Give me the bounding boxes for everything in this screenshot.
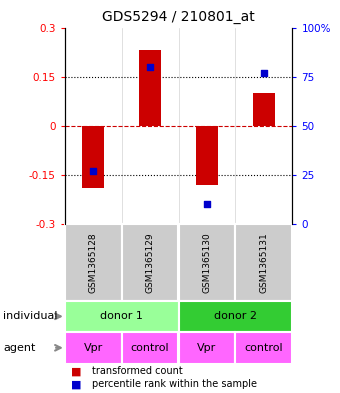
Bar [235,224,292,301]
Title: GDS5294 / 210801_at: GDS5294 / 210801_at [102,10,255,24]
Text: GSM1365130: GSM1365130 [203,232,211,293]
Text: donor 1: donor 1 [100,311,143,321]
Text: individual: individual [3,311,58,321]
Text: ■: ■ [71,379,82,389]
Bar [139,50,162,126]
Bar [121,224,178,301]
Point [90,168,96,174]
Bar [82,126,104,188]
Bar [178,224,235,301]
Point [261,70,267,76]
Text: agent: agent [3,343,36,353]
Bar [178,301,292,332]
Text: GSM1365128: GSM1365128 [89,232,98,293]
Bar [235,332,292,364]
Bar [65,224,121,301]
Text: control: control [131,343,169,353]
Text: percentile rank within the sample: percentile rank within the sample [92,379,257,389]
Text: control: control [244,343,283,353]
Bar [253,93,275,126]
Text: ■: ■ [71,366,82,376]
Point [147,64,153,70]
Point [204,201,210,208]
Text: transformed count: transformed count [92,366,183,376]
Text: GSM1365131: GSM1365131 [259,232,268,293]
Text: donor 2: donor 2 [214,311,257,321]
Bar [121,332,178,364]
Bar [195,126,218,185]
Bar [65,332,121,364]
Text: GSM1365129: GSM1365129 [146,232,154,293]
Bar [65,301,178,332]
Bar [178,332,235,364]
Text: Vpr: Vpr [197,343,217,353]
Text: Vpr: Vpr [83,343,103,353]
